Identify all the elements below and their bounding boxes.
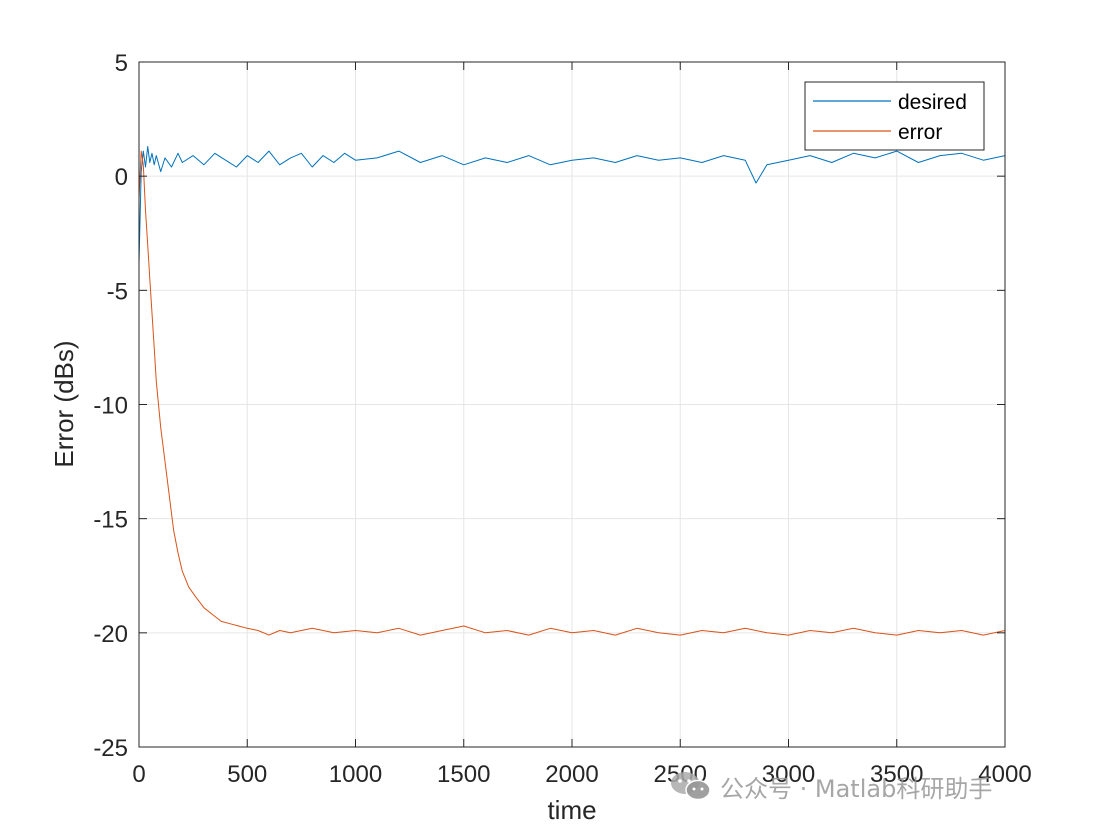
legend-label-error: error: [898, 121, 942, 144]
x-tick-label: 3500: [870, 761, 923, 788]
watermark-text: 公众号 · Matlab科研助手: [720, 774, 993, 803]
x-tick-label: 3000: [762, 761, 815, 788]
legend: desired error: [804, 81, 985, 151]
x-tick-label: 1000: [329, 761, 382, 788]
wechat-icon: [671, 772, 711, 801]
legend-label-desired: desired: [898, 91, 967, 114]
y-tick-label: -20: [93, 621, 128, 648]
y-tick-label: 0: [115, 164, 128, 191]
x-tick-label: 2000: [545, 761, 598, 788]
x-tick-label: 4000: [978, 761, 1031, 788]
series-layer: [138, 146, 1006, 636]
ticks: [138, 61, 1006, 748]
series-line-error: [138, 150, 1006, 636]
x-tick-label: 500: [227, 761, 267, 788]
x-tick-label: 0: [132, 761, 145, 788]
y-tick-label: -25: [93, 735, 128, 762]
y-axis-label: Error (dBs): [49, 340, 79, 467]
y-tick-label: -10: [93, 393, 128, 420]
y-tick-label: -5: [107, 278, 128, 305]
tick-labels: 0500100015002000250030003500400050-5-10-…: [93, 50, 1031, 788]
watermark: 公众号 · Matlab科研助手: [668, 766, 992, 806]
y-tick-label: 5: [115, 50, 128, 77]
y-tick-label: -15: [93, 507, 128, 534]
x-tick-label: 1500: [437, 761, 490, 788]
legend-box: [804, 81, 985, 151]
x-axis-label: time: [547, 795, 596, 825]
series-line-desired: [138, 146, 1006, 263]
